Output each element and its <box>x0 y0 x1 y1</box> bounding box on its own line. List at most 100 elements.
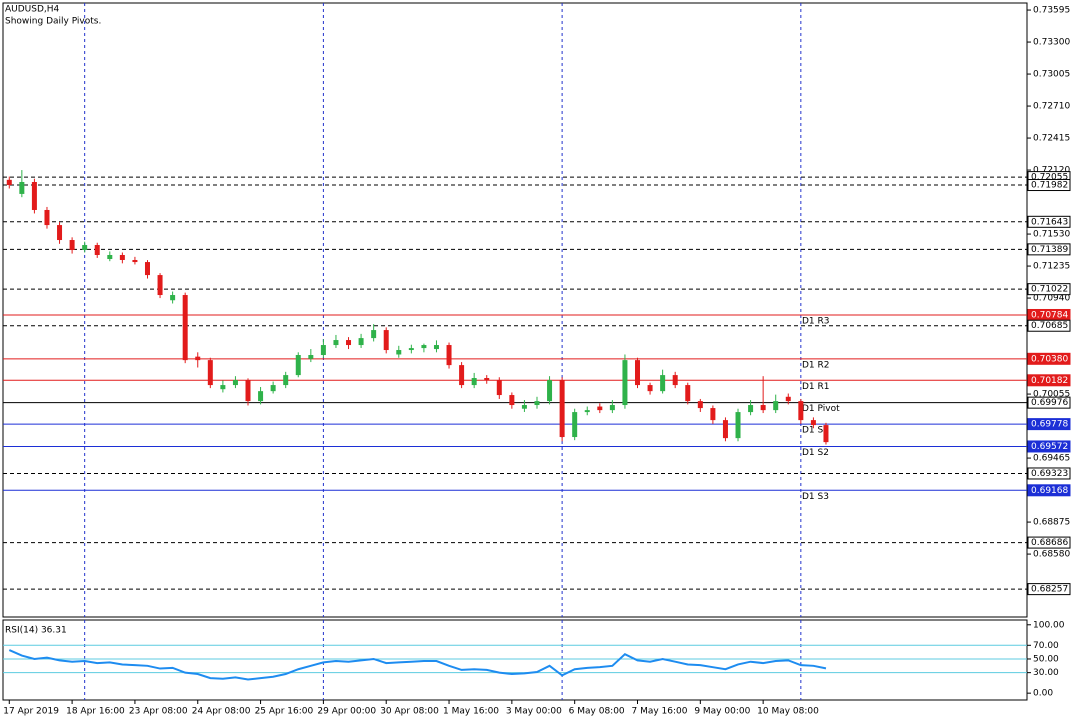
candle-body <box>635 360 641 386</box>
y-tick-label: 30.00 <box>1033 668 1059 678</box>
candle-body <box>346 340 352 346</box>
candle-body <box>760 405 766 411</box>
x-tick-label: 24 Apr 08:00 <box>192 707 251 717</box>
y-tick-label: 0.70055 <box>1033 390 1070 400</box>
candle-body <box>170 295 176 301</box>
price-level-box <box>1027 418 1071 431</box>
candle-body <box>195 356 201 361</box>
candle-body <box>697 401 703 409</box>
candle-body <box>383 330 389 351</box>
price-level-label: 0.71022 <box>1031 285 1068 295</box>
x-tick-label: 9 May 00:00 <box>694 707 750 717</box>
y-tick-label: 0.69465 <box>1033 454 1070 464</box>
price-level-box <box>1027 396 1071 409</box>
x-tick-label: 7 May 16:00 <box>632 707 688 717</box>
candle-body <box>371 330 377 339</box>
pivot-name: D1 R3 <box>802 316 830 326</box>
price-level-box <box>1027 374 1071 387</box>
candle-body <box>710 408 716 421</box>
y-tick-label: 50.00 <box>1033 654 1059 664</box>
price-level-box <box>1027 215 1071 228</box>
price-level-label: 0.70380 <box>1031 354 1068 364</box>
candle-body <box>69 240 75 251</box>
x-tick-label: 18 Apr 16:00 <box>66 707 125 717</box>
candle-body <box>547 380 553 402</box>
indicator-note: Showing Daily Pivots. <box>5 17 101 27</box>
price-level-label: 0.68257 <box>1031 585 1068 595</box>
y-tick-label: 100.00 <box>1033 620 1065 630</box>
candle-body <box>19 181 25 194</box>
price-level-box <box>1027 283 1071 296</box>
candle-body <box>433 345 439 350</box>
main-panel <box>2 2 1028 618</box>
candle-body <box>609 405 615 411</box>
y-tick-label: 0.73005 <box>1033 70 1070 80</box>
candle-body <box>810 420 816 426</box>
candle-body <box>207 360 213 386</box>
pivot-name: D1 Pivot <box>802 404 840 414</box>
price-level-box <box>1027 583 1071 596</box>
candle-body <box>258 391 264 402</box>
candle-body <box>584 410 590 413</box>
y-tick-label: 0.68875 <box>1033 518 1070 528</box>
candle-body <box>94 245 100 256</box>
price-level-box <box>1027 352 1071 365</box>
candle-body <box>471 378 477 386</box>
price-level-label: 0.70784 <box>1031 310 1068 320</box>
candle-body <box>132 259 138 263</box>
candle-body <box>220 385 226 390</box>
y-tick-label: 0.00 <box>1033 689 1053 699</box>
candle-body <box>6 179 12 186</box>
price-level-box <box>1027 319 1071 332</box>
candle-body <box>484 378 490 381</box>
price-level-label: 0.70685 <box>1031 321 1068 331</box>
candle-body <box>232 380 238 386</box>
price-level-box <box>1027 484 1071 497</box>
x-tick-label: 25 Apr 16:00 <box>255 707 314 717</box>
price-level-label: 0.71389 <box>1031 245 1068 255</box>
candle-body <box>509 395 515 406</box>
candle-body <box>496 380 502 396</box>
candle-body <box>798 401 804 421</box>
price-level-label: 0.71643 <box>1031 217 1068 227</box>
candle-body <box>320 345 326 356</box>
candle-body <box>144 262 150 276</box>
y-tick-label: 0.73300 <box>1033 38 1070 48</box>
pivot-name: D1 R2 <box>802 360 830 370</box>
pivot-name: D1 S1 <box>802 426 829 436</box>
candle-body <box>245 380 251 402</box>
price-level-label: 0.69976 <box>1031 398 1068 408</box>
price-level-box <box>1027 243 1071 256</box>
candle-body <box>82 245 88 251</box>
y-tick-label: 0.73595 <box>1033 6 1070 16</box>
price-level-label: 0.69168 <box>1031 486 1068 496</box>
candle-body <box>270 385 276 392</box>
price-level-label: 0.68686 <box>1031 538 1068 548</box>
x-tick-label: 29 Apr 00:00 <box>317 707 376 717</box>
y-tick-label: 0.68580 <box>1033 550 1070 560</box>
candle-body <box>157 275 163 296</box>
candle-body <box>773 401 779 411</box>
price-level-label: 0.72055 <box>1031 173 1068 183</box>
x-tick-label: 23 Apr 08:00 <box>129 707 188 717</box>
candle-body <box>459 365 465 386</box>
candle-body <box>295 355 301 376</box>
candle-body <box>31 181 37 210</box>
x-tick-label: 3 May 00:00 <box>506 707 562 717</box>
candle-body <box>748 405 754 413</box>
pivot-name: D1 R1 <box>802 382 830 392</box>
candle-body <box>396 350 402 355</box>
price-level-label: 0.69323 <box>1031 469 1068 479</box>
indicator-title: RSI(14) 36.31 <box>5 626 67 636</box>
x-tick-label: 1 May 16:00 <box>443 707 499 717</box>
candle-body <box>182 295 188 361</box>
y-tick-label: 0.72710 <box>1033 102 1070 112</box>
candle-body <box>647 385 653 392</box>
candle-body <box>107 255 113 260</box>
candle-body <box>735 412 741 439</box>
candle-body <box>572 412 578 438</box>
x-tick-label: 10 May 08:00 <box>757 707 819 717</box>
candle-body <box>685 385 691 402</box>
candle-body <box>283 375 289 386</box>
y-tick-label: 0.72120 <box>1033 166 1070 176</box>
